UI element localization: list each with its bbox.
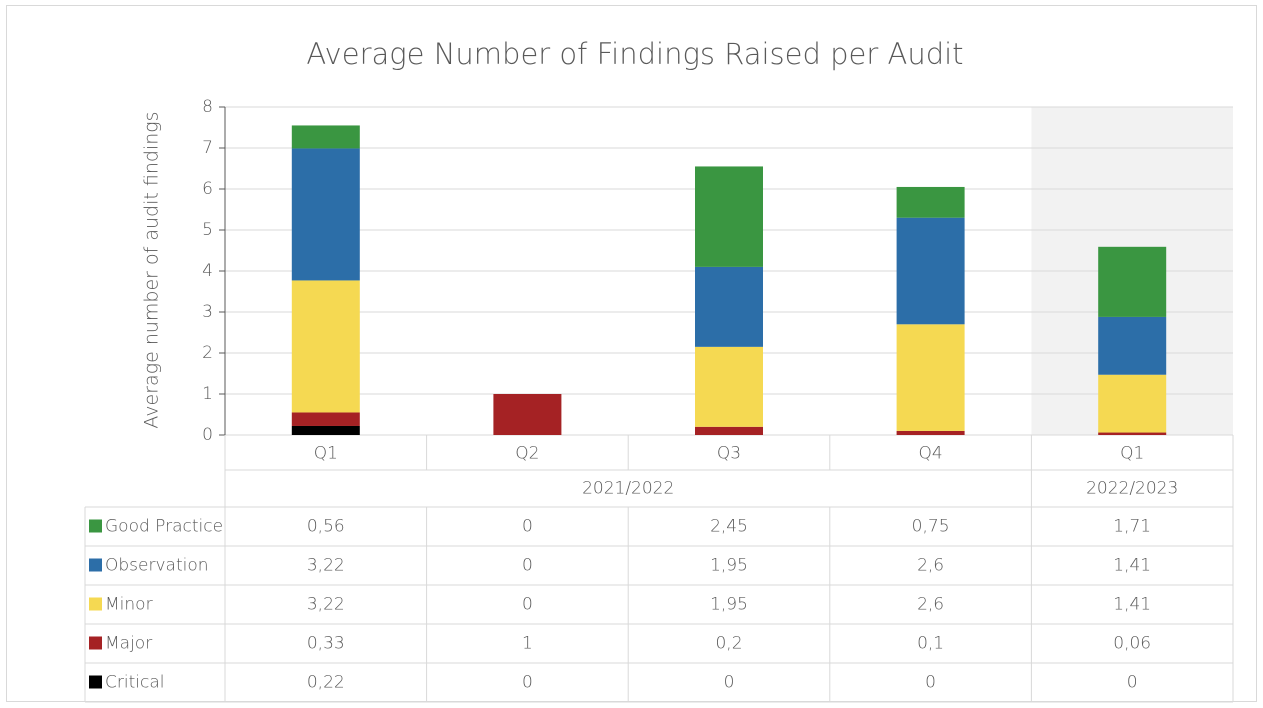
legend-swatch [89,519,102,533]
table-value: 0 [522,673,533,693]
bar-segment [1098,432,1167,435]
table-value: 1,95 [710,556,748,576]
legend-label: Good Practice [105,517,223,537]
group-label: 2022/2023 [1086,479,1178,499]
legend-swatch [89,675,102,689]
bar-segment [493,394,562,435]
table-value: 2,6 [917,595,944,615]
table-value: 3,22 [307,595,345,615]
table-value: 1,95 [710,595,748,615]
bar-segment [695,266,763,347]
legend-label: Critical [105,673,164,693]
table-value: 0,56 [307,517,345,537]
bar-segment [291,425,360,435]
y-axis-label: Average number of audit findings [141,111,163,428]
table-value: 3,22 [307,556,345,576]
x-tick-label: Q4 [918,444,942,464]
bar-segment [896,324,965,431]
table-value: 0 [522,517,533,537]
table-value: 2,6 [917,556,944,576]
bar-segment [896,217,965,325]
table-value: 1,41 [1113,595,1151,615]
table-value: 0,22 [307,673,345,693]
table-value: 0,33 [307,634,345,654]
legend-swatch [89,597,102,611]
legend-label: Observation [105,556,209,576]
table-value: 0,1 [917,634,944,654]
table-value: 0,75 [912,517,950,537]
legend-swatch [89,558,102,572]
x-tick-label: Q1 [314,444,338,464]
table-value: 0 [925,673,936,693]
y-tick-label: 1 [202,384,213,404]
bar-segment [896,186,965,218]
x-tick-label: Q2 [515,444,539,464]
y-tick-label: 5 [202,220,213,240]
y-tick-label: 4 [202,261,213,281]
bar-segment [695,346,763,427]
y-tick-label: 2 [202,343,213,363]
table-value: 1 [522,634,533,654]
y-tick-label: 7 [202,138,213,158]
table-value: 2,45 [710,517,748,537]
legend-swatch [89,636,102,650]
bar-segment [291,125,360,149]
bar-segment [695,166,763,267]
table-value: 0 [724,673,735,693]
bar-segment [291,148,360,281]
bar-segment [1098,316,1167,375]
table-value: 0,06 [1113,634,1151,654]
y-tick-label: 0 [202,425,213,445]
table-value: 0 [522,556,533,576]
bar-segment [291,412,360,426]
legend-label: Major [105,634,152,654]
bar-segment [291,280,360,413]
x-tick-label: Q3 [717,444,741,464]
y-tick-label: 6 [202,179,213,199]
x-tick-label: Q1 [1120,444,1144,464]
y-tick-label: 8 [202,97,213,117]
y-tick-label: 3 [202,302,213,322]
group-label: 2021/2022 [582,479,674,499]
bar-segment [1098,374,1167,433]
table-value: 0 [522,595,533,615]
bar-segment [1098,246,1167,317]
legend-label: Minor [105,595,153,615]
table-value: 1,41 [1113,556,1151,576]
bar-segment [896,430,965,435]
chart-title: Average Number of Findings Raised per Au… [306,37,963,71]
bar-segment [695,426,763,435]
table-value: 0,2 [715,634,742,654]
table-value: 0 [1127,673,1138,693]
table-value: 1,71 [1113,517,1151,537]
